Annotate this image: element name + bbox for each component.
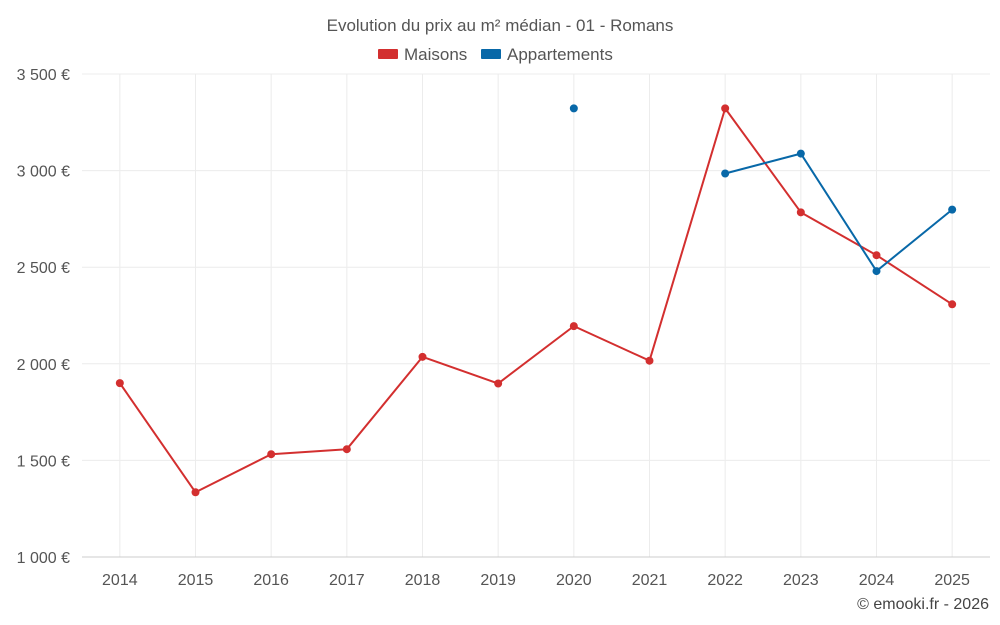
y-tick-label: 2 500 € [17, 260, 70, 277]
legend-swatch-appartements [481, 49, 501, 59]
legend-swatch-maisons [378, 49, 398, 59]
x-tick-label: 2017 [329, 572, 365, 589]
data-point-maisons[interactable] [569, 322, 578, 331]
data-point-maisons[interactable] [645, 356, 654, 365]
data-point-maisons[interactable] [267, 450, 276, 459]
data-point-maisons[interactable] [191, 488, 200, 497]
x-tick-label: 2021 [632, 572, 668, 589]
x-tick-label: 2020 [556, 572, 592, 589]
x-tick-label: 2019 [480, 572, 516, 589]
chart-title: Evolution du prix au m² médian - 01 - Ro… [327, 16, 674, 35]
legend-label-appartements: Appartements [507, 45, 613, 64]
data-point-appartements[interactable] [948, 205, 957, 214]
x-tick-label: 2014 [102, 572, 138, 589]
x-tick-label: 2018 [405, 572, 441, 589]
y-tick-label: 1 500 € [17, 453, 70, 470]
axes: 1 000 € 1 500 € 2 000 € 2 500 € 3 000 € 3 500… [17, 67, 990, 589]
series [115, 104, 957, 497]
series-line-appartements [724, 152, 953, 273]
data-point-appartements[interactable] [796, 149, 805, 158]
data-point-appartements[interactable] [872, 267, 881, 276]
x-tick-label: 2015 [178, 572, 214, 589]
x-tick-label: 2016 [253, 572, 289, 589]
x-tick-label: 2023 [783, 572, 819, 589]
data-point-maisons[interactable] [418, 352, 427, 361]
y-tick-label: 3 000 € [17, 164, 70, 181]
y-tick-label: 3 500 € [17, 67, 70, 84]
x-tick-label: 2022 [707, 572, 743, 589]
data-point-maisons[interactable] [342, 445, 351, 454]
x-tick-label: 2024 [859, 572, 895, 589]
legend-item-maisons[interactable]: Maisons [378, 45, 467, 64]
x-tick-label: 2025 [934, 572, 970, 589]
data-point-appartements[interactable] [569, 104, 578, 113]
data-point-maisons[interactable] [721, 104, 730, 113]
data-point-maisons[interactable] [948, 300, 957, 309]
legend-label-maisons: Maisons [404, 45, 467, 64]
data-point-maisons[interactable] [872, 251, 881, 260]
data-point-maisons[interactable] [115, 379, 124, 388]
data-point-maisons[interactable] [796, 208, 805, 217]
legend: Maisons Appartements [378, 45, 613, 64]
data-point-maisons[interactable] [494, 379, 503, 388]
y-tick-label: 2 000 € [17, 357, 70, 374]
legend-item-appartements[interactable]: Appartements [481, 45, 613, 64]
y-tick-label: 1 000 € [17, 550, 70, 567]
series-line-maisons [119, 107, 953, 494]
data-point-appartements[interactable] [721, 169, 730, 178]
grid [82, 73, 990, 558]
credit-text: © emooki.fr - 2026 [857, 596, 989, 613]
